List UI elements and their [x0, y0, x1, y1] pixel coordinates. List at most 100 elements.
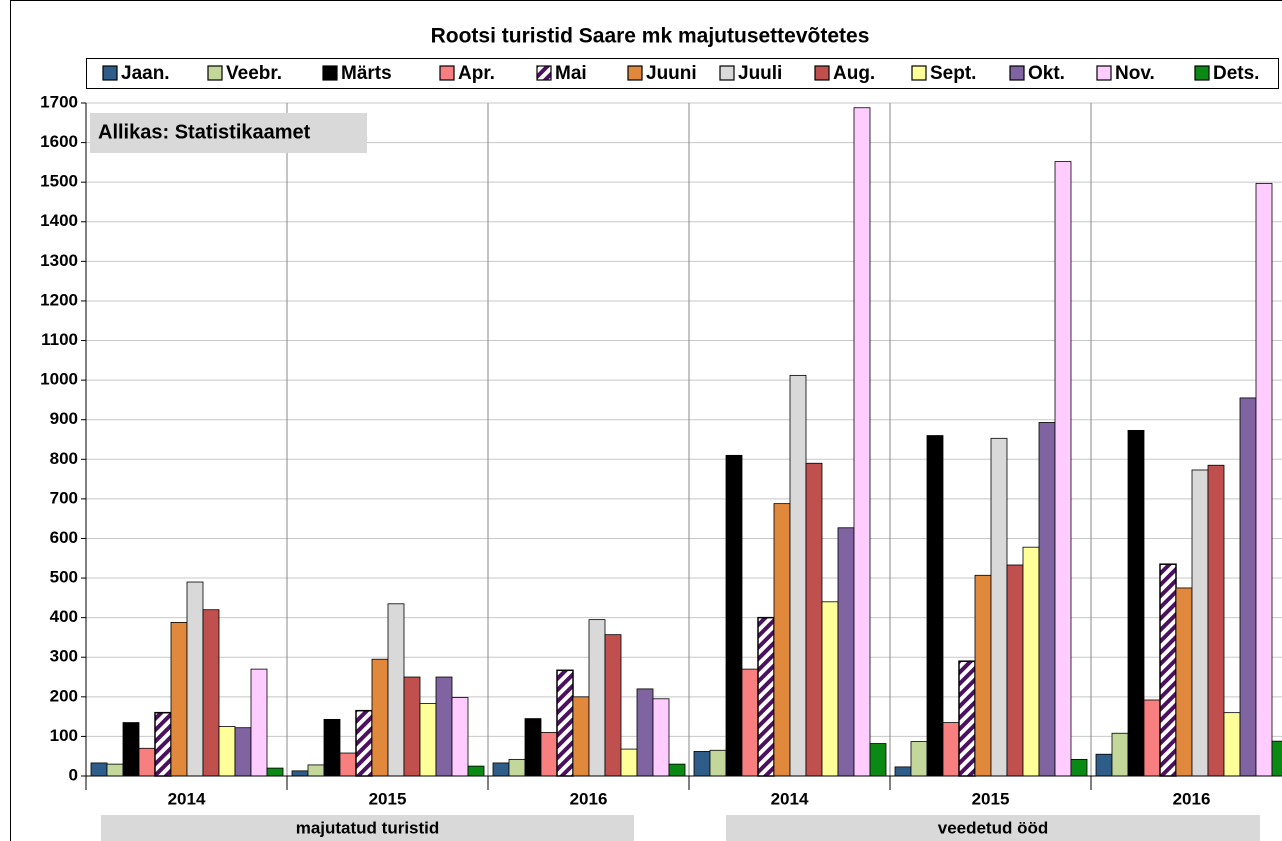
y-tick-label: 1200 — [40, 290, 78, 309]
legend-swatch — [439, 65, 455, 81]
bar — [451, 697, 469, 777]
bar — [853, 107, 871, 777]
bar — [1022, 546, 1040, 777]
bar — [572, 696, 590, 777]
x-tick-label: 2016 — [570, 789, 608, 808]
y-tick-label: 400 — [50, 607, 78, 626]
bar — [773, 503, 791, 777]
bar — [805, 462, 823, 777]
bar — [1239, 397, 1257, 777]
legend-swatch — [814, 65, 830, 81]
y-tick-label: 200 — [50, 686, 78, 705]
category-group-box — [726, 815, 1260, 841]
legend-label: Jaan. — [121, 63, 170, 84]
y-tick-label: 0 — [69, 765, 78, 784]
legend-swatch — [1009, 65, 1025, 81]
y-tick-label: 100 — [50, 726, 78, 745]
bar — [371, 658, 389, 777]
bar — [266, 767, 284, 777]
bar — [926, 435, 944, 777]
legend-label: Mai — [555, 63, 587, 84]
category-group-label: majutatud turistid — [296, 818, 440, 837]
bar — [339, 752, 357, 777]
y-tick-label: 900 — [50, 409, 78, 428]
bar — [789, 374, 807, 777]
bar — [741, 668, 759, 777]
bar — [821, 601, 839, 777]
y-tick-label: 1000 — [40, 370, 78, 389]
bar — [1054, 161, 1072, 777]
x-tick-label: 2015 — [972, 789, 1010, 808]
bar — [1006, 564, 1024, 777]
bar — [307, 764, 325, 777]
legend-label: Juuni — [646, 63, 697, 84]
bar — [1175, 587, 1193, 777]
bar — [524, 718, 542, 777]
x-tick-label: 2015 — [369, 789, 407, 808]
bar — [1207, 464, 1225, 777]
legend-box — [86, 58, 1279, 89]
bar — [757, 616, 775, 777]
bar — [122, 722, 140, 777]
bar — [958, 660, 976, 777]
bar — [974, 574, 992, 777]
bar — [492, 762, 510, 777]
legend-label: Juuli — [738, 63, 782, 84]
y-tick-label: 800 — [50, 449, 78, 468]
annotation-box — [90, 113, 367, 153]
legend-label: Apr. — [458, 63, 495, 84]
legend-label: Märts — [341, 63, 392, 84]
bar — [250, 668, 268, 777]
bar — [138, 747, 156, 777]
bar — [508, 758, 526, 777]
legend-label: Dets. — [1213, 63, 1259, 84]
bar — [234, 727, 252, 777]
bar — [837, 527, 855, 777]
bar — [1191, 469, 1209, 777]
legend-swatch — [536, 65, 552, 81]
chart-border — [10, 0, 1282, 841]
legend-swatch — [719, 65, 735, 81]
bar — [556, 669, 574, 777]
category-group-box — [101, 815, 634, 841]
legend-swatch — [911, 65, 927, 81]
y-tick-label: 300 — [50, 647, 78, 666]
legend-label: Nov. — [1115, 63, 1155, 84]
bar — [355, 709, 373, 777]
bar — [467, 765, 485, 777]
bar — [1255, 182, 1273, 777]
bar — [154, 711, 172, 777]
bar — [540, 732, 558, 777]
bar — [403, 676, 421, 777]
legend-swatch — [1096, 65, 1112, 81]
bar — [910, 741, 928, 777]
bar — [1143, 699, 1161, 777]
x-tick-label: 2016 — [1173, 789, 1211, 808]
bar — [693, 751, 711, 777]
bar — [1159, 563, 1177, 777]
legend-label: Sept. — [930, 63, 976, 84]
bar — [323, 718, 341, 777]
bar — [894, 766, 912, 777]
bar — [1127, 429, 1145, 777]
bar — [387, 603, 405, 777]
bar — [942, 722, 960, 777]
bar — [291, 770, 309, 777]
bar — [1111, 732, 1129, 777]
bar — [668, 763, 686, 777]
legend-label: Aug. — [833, 63, 875, 84]
bar — [1095, 753, 1113, 777]
bar — [419, 703, 437, 777]
legend-swatch — [207, 65, 223, 81]
y-tick-label: 1600 — [40, 132, 78, 151]
bar — [604, 634, 622, 777]
bar — [218, 726, 236, 777]
bar — [90, 762, 108, 777]
legend-swatch — [1194, 65, 1210, 81]
bar — [636, 688, 654, 777]
bar — [1271, 740, 1282, 777]
legend-label: Veebr. — [226, 63, 282, 84]
category-group-label: veedetud ööd — [938, 818, 1049, 837]
bar — [869, 743, 887, 777]
y-tick-label: 700 — [50, 488, 78, 507]
